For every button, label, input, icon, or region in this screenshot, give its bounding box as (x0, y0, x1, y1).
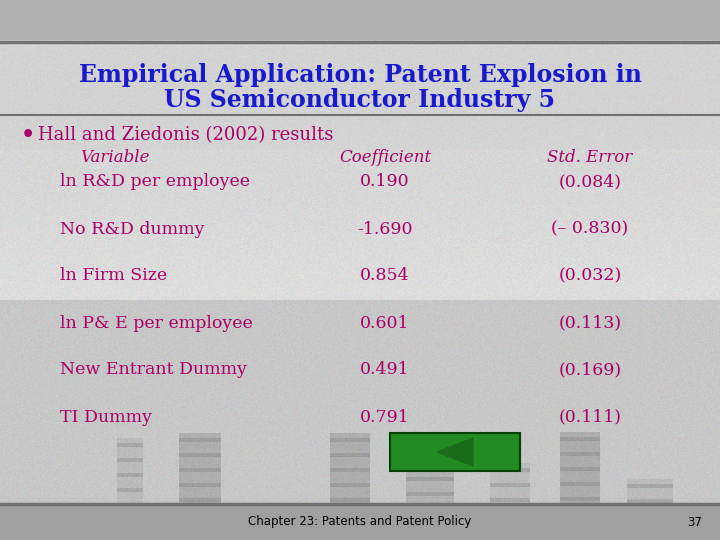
Text: Empirical Application: Patent Explosion in: Empirical Application: Patent Explosion … (78, 63, 642, 87)
Text: 0.491: 0.491 (360, 361, 410, 379)
Bar (0, 0, 720, 40)
Polygon shape (437, 438, 473, 466)
Text: •: • (21, 125, 35, 145)
Text: ln Firm Size: ln Firm Size (60, 267, 167, 285)
Bar (0, 42, 720, 150)
Text: 0.791: 0.791 (360, 408, 410, 426)
Text: Coefficient: Coefficient (339, 150, 431, 166)
Text: New Entrant Dummy: New Entrant Dummy (60, 361, 247, 379)
Text: ln R&D per employee: ln R&D per employee (60, 173, 250, 191)
Text: (0.032): (0.032) (559, 267, 621, 285)
Text: Chapter 23: Patents and Patent Policy: Chapter 23: Patents and Patent Policy (248, 516, 472, 529)
Text: (0.113): (0.113) (559, 314, 621, 332)
Text: 0.854: 0.854 (360, 267, 410, 285)
Bar (390, 433, 520, 471)
Text: No R&D dummy: No R&D dummy (60, 220, 204, 238)
Text: -1.690: -1.690 (357, 220, 413, 238)
Text: 0.601: 0.601 (360, 314, 410, 332)
Text: Variable: Variable (80, 150, 150, 166)
Bar (0, 504, 720, 540)
Text: (0.111): (0.111) (559, 408, 621, 426)
Text: 37: 37 (688, 516, 703, 529)
Text: TI Dummy: TI Dummy (60, 408, 152, 426)
Text: ln P& E per employee: ln P& E per employee (60, 314, 253, 332)
Text: 0.190: 0.190 (360, 173, 410, 191)
Text: (0.084): (0.084) (559, 173, 621, 191)
Text: (– 0.830): (– 0.830) (552, 220, 629, 238)
Text: (0.169): (0.169) (559, 361, 621, 379)
Text: Std. Error: Std. Error (547, 150, 633, 166)
Text: US Semiconductor Industry 5: US Semiconductor Industry 5 (164, 88, 556, 112)
Text: Hall and Ziedonis (2002) results: Hall and Ziedonis (2002) results (38, 126, 333, 144)
